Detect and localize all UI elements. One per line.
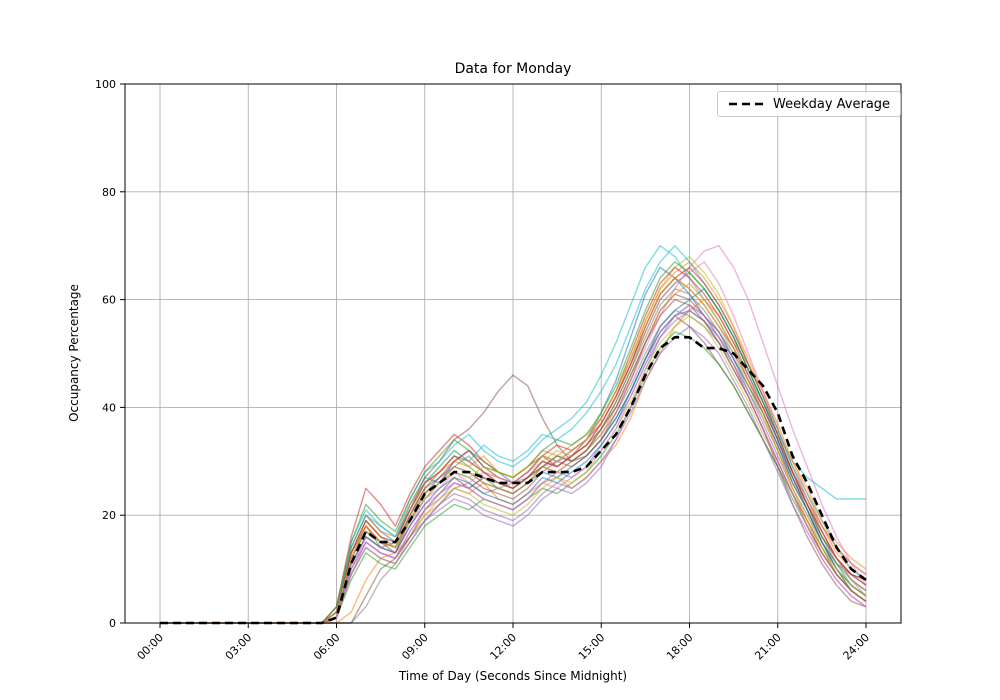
y-tick-label: 60	[102, 294, 116, 307]
y-tick-label: 40	[102, 401, 116, 414]
x-tick-label: 06:00	[311, 631, 343, 663]
x-tick-label: 24:00	[841, 631, 873, 663]
y-tick-label: 0	[109, 617, 116, 630]
y-axis-label: Occupancy Percentage	[67, 284, 81, 422]
legend: Weekday Average	[717, 91, 902, 117]
y-tick-label: 20	[102, 509, 116, 522]
x-tick-label: 00:00	[135, 631, 167, 663]
x-tick-label: 18:00	[664, 631, 696, 663]
dashed-line-icon	[729, 102, 763, 106]
x-tick-label: 09:00	[399, 631, 431, 663]
grid	[125, 83, 901, 624]
x-tick-label: 15:00	[576, 631, 608, 663]
y-tick-label: 80	[102, 186, 116, 199]
axis-ticks	[120, 83, 867, 628]
x-tick-label: 21:00	[752, 631, 784, 663]
x-tick-label: 12:00	[488, 631, 520, 663]
chart-title: Data for Monday	[454, 61, 572, 77]
x-axis-label: Time of Day (Seconds Since Midnight)	[398, 669, 628, 683]
day-series-lines	[160, 244, 867, 624]
y-tick-label: 100	[95, 78, 116, 91]
x-tick-label: 03:00	[223, 631, 255, 663]
legend-label: Weekday Average	[773, 96, 891, 112]
